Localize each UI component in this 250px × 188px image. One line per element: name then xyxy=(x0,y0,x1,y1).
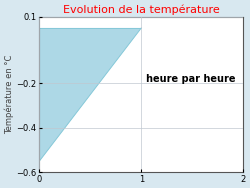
Y-axis label: Température en °C: Température en °C xyxy=(4,55,14,134)
Polygon shape xyxy=(40,28,141,161)
Title: Evolution de la température: Evolution de la température xyxy=(63,4,220,15)
Text: heure par heure: heure par heure xyxy=(146,74,236,84)
